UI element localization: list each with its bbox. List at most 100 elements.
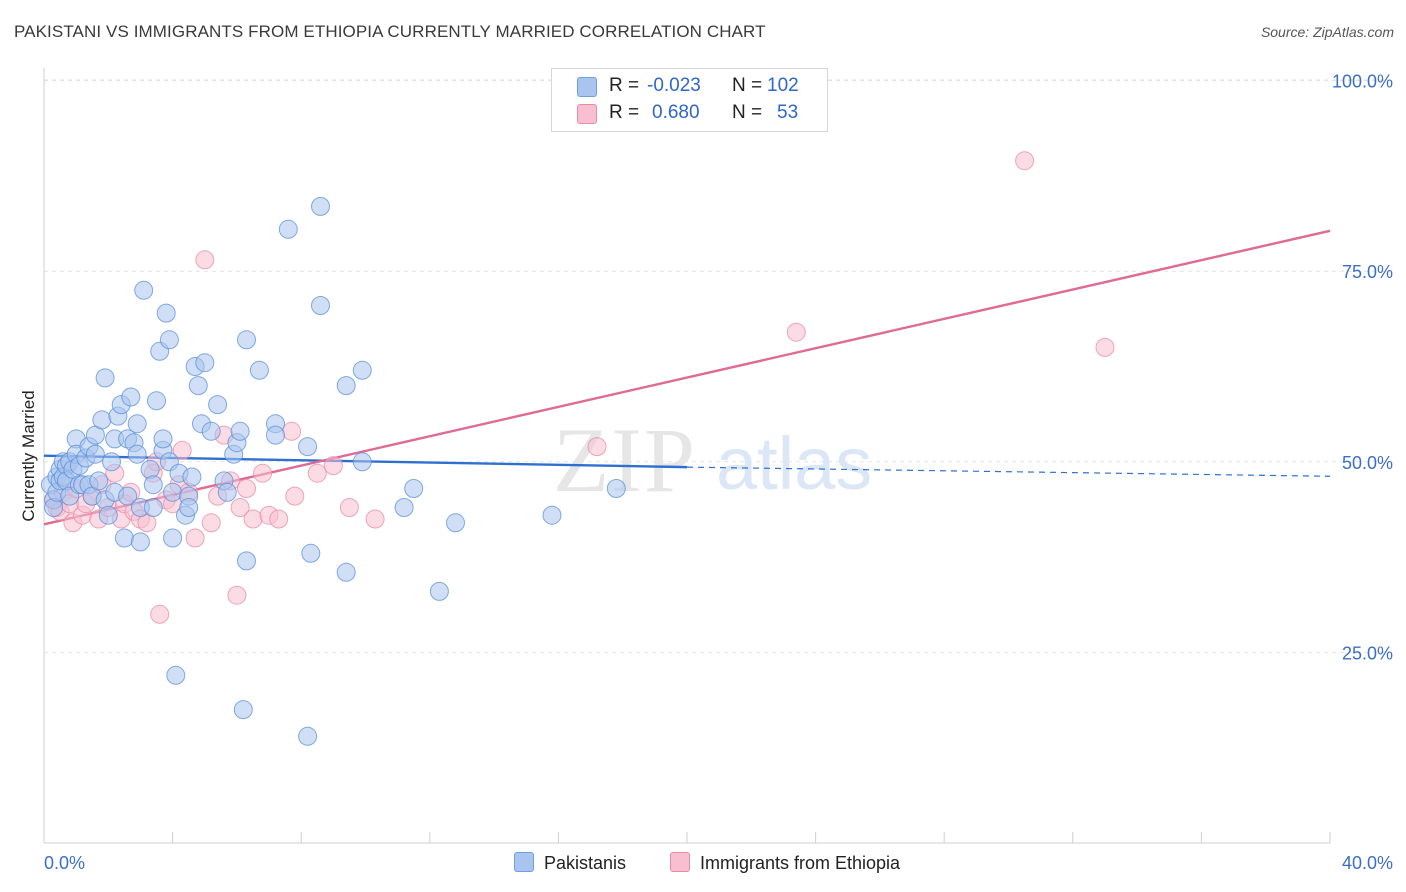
data-point-pakistanis — [163, 482, 183, 502]
legend-row-pakistanis: R = -0.023 N = 102 — [552, 74, 827, 100]
x-tick-label-max: 40.0% — [1342, 853, 1393, 873]
data-point-pakistanis — [130, 532, 150, 552]
data-point-pakistanis — [127, 444, 147, 464]
data-point-pakistanis — [233, 700, 253, 720]
data-point-pakistanis — [352, 360, 372, 380]
trend-line-extension-pakistanis — [686, 466, 1331, 477]
data-point-ethiopia — [786, 322, 806, 342]
data-point-pakistanis — [153, 429, 173, 449]
bottom-legend-ethiopia[interactable]: Immigrants from Ethiopia — [670, 852, 900, 874]
data-point-pakistanis — [143, 475, 163, 495]
data-point-ethiopia — [269, 509, 289, 529]
data-point-pakistanis — [429, 581, 449, 601]
data-point-pakistanis — [102, 452, 121, 472]
data-point-pakistanis — [182, 467, 202, 487]
y-tick-label: 100.0% — [1332, 72, 1393, 92]
data-point-pakistanis — [89, 471, 109, 491]
data-point-ethiopia — [282, 421, 302, 441]
legend-r-value: -0.023 — [647, 75, 701, 96]
legend-swatch-ethiopia — [577, 104, 597, 124]
legend-n-value: 53 — [777, 102, 799, 123]
x-tick-label-min: 0.0% — [44, 853, 85, 873]
legend-r-value: 0.680 — [652, 102, 700, 123]
data-point-pakistanis — [266, 425, 285, 445]
data-point-pakistanis — [336, 562, 356, 582]
data-point-pakistanis — [121, 387, 141, 407]
data-point-pakistanis — [249, 360, 269, 380]
data-point-pakistanis — [352, 452, 372, 472]
data-point-ethiopia — [323, 456, 343, 476]
data-point-pakistanis — [188, 376, 208, 396]
chart-source: Source: ZipAtlas.com — [1260, 24, 1394, 40]
data-point-pakistanis — [166, 665, 186, 685]
axes — [43, 68, 1331, 844]
data-point-ethiopia — [1015, 151, 1035, 171]
watermark-atlas: atlas — [716, 422, 872, 505]
data-point-pakistanis — [159, 330, 179, 350]
data-point-ethiopia — [227, 585, 247, 605]
data-points — [40, 151, 1115, 746]
data-point-pakistanis — [311, 196, 330, 216]
data-point-ethiopia — [243, 509, 263, 529]
data-point-pakistanis — [143, 498, 163, 517]
bottom-legend-pakistanis[interactable]: Pakistanis — [514, 852, 626, 874]
data-point-pakistanis — [404, 479, 424, 498]
legend-swatch-pakistanis — [577, 77, 597, 97]
data-point-pakistanis — [446, 513, 465, 533]
data-point-pakistanis — [336, 376, 356, 396]
y-axis-title: Currently Married — [19, 390, 38, 521]
tick-labels: 25.0% 50.0% 75.0% 100.0% 0.0% 40.0% — [44, 72, 1393, 873]
data-point-pakistanis — [140, 459, 160, 479]
bottom-legend-swatch-ethiopia — [670, 852, 690, 872]
bottom-legend-swatch-pakistanis — [514, 852, 534, 872]
data-point-ethiopia — [587, 437, 607, 457]
data-point-pakistanis — [114, 528, 134, 548]
data-point-pakistanis — [163, 528, 183, 548]
data-point-pakistanis — [394, 498, 414, 517]
data-point-pakistanis — [301, 543, 321, 563]
y-tick-label: 75.0% — [1342, 262, 1393, 282]
data-point-ethiopia — [195, 250, 215, 270]
watermark: ZIP atlas — [553, 409, 872, 511]
data-point-ethiopia — [201, 513, 221, 533]
data-point-pakistanis — [217, 482, 237, 502]
data-point-pakistanis — [311, 296, 330, 315]
data-point-ethiopia — [185, 528, 205, 548]
data-point-pakistanis — [298, 726, 318, 746]
data-point-pakistanis — [237, 330, 256, 350]
watermark-zip: ZIP — [553, 409, 697, 511]
data-point-pakistanis — [118, 486, 138, 506]
y-tick-label: 50.0% — [1342, 453, 1393, 473]
data-point-pakistanis — [156, 303, 176, 323]
data-point-pakistanis — [230, 421, 250, 441]
correlation-legend: R = -0.023 N = 102 R = 0.680 N = 53 — [551, 68, 828, 132]
data-point-ethiopia — [339, 498, 359, 517]
y-tick-label: 25.0% — [1342, 643, 1393, 663]
data-point-ethiopia — [237, 479, 256, 498]
data-point-pakistanis — [134, 280, 154, 300]
data-point-ethiopia — [230, 498, 250, 517]
legend-r-label: R = — [609, 102, 640, 123]
data-point-ethiopia — [172, 440, 192, 460]
legend-r-label: R = — [609, 75, 640, 96]
bottom-legend-label-ethiopia: Immigrants from Ethiopia — [700, 853, 901, 873]
legend-n-value: 102 — [767, 75, 799, 96]
data-point-pakistanis — [606, 479, 626, 498]
data-point-pakistanis — [278, 219, 298, 239]
data-point-pakistanis — [85, 444, 105, 464]
data-point-pakistanis — [298, 437, 318, 457]
data-point-pakistanis — [195, 353, 215, 373]
chart-title: PAKISTANI VS IMMIGRANTS FROM ETHIOPIA CU… — [14, 22, 766, 41]
data-point-ethiopia — [285, 486, 305, 506]
data-point-pakistanis — [92, 410, 112, 430]
bottom-legend-label-pakistanis: Pakistanis — [544, 853, 627, 873]
data-point-ethiopia — [150, 604, 170, 624]
data-point-pakistanis — [98, 505, 118, 525]
legend-row-ethiopia: R = 0.680 N = 53 — [552, 101, 827, 127]
legend-n-label: N = — [732, 75, 763, 96]
data-point-pakistanis — [542, 505, 562, 525]
data-point-pakistanis — [127, 414, 147, 434]
data-point-pakistanis — [201, 421, 221, 441]
data-point-pakistanis — [147, 391, 166, 411]
